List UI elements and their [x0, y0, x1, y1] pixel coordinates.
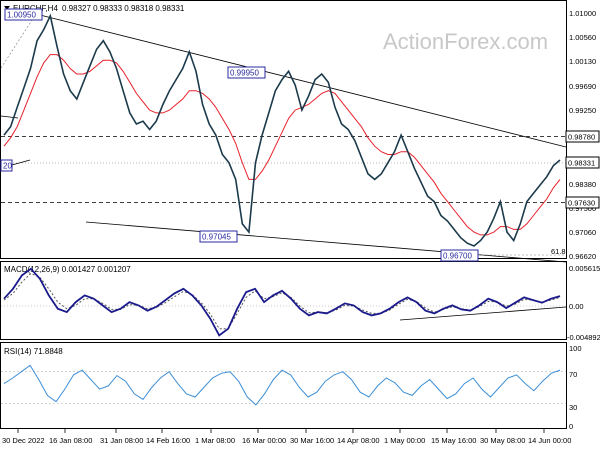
annotation-box: [227, 66, 266, 79]
current-price-label: 0.98331: [568, 159, 595, 168]
rsi-title: RSI(14) 71.8848: [4, 347, 63, 356]
level-box: [565, 196, 600, 209]
annotation-box: [199, 230, 238, 243]
annotation-box: [0, 159, 13, 172]
x-label: 15 May 16:00: [431, 436, 476, 445]
macd-tick: 0.00: [569, 302, 584, 311]
annotation-mid-high: 0.99950: [230, 69, 259, 78]
rsi-panel-frame: [0, 342, 567, 429]
macd-title: MACD(12,26,9) 0.001427 0.001207: [4, 265, 131, 274]
annotation-box: [4, 8, 43, 21]
ohlc-values: 0.98327 0.98333 0.98318 0.98331: [62, 4, 185, 13]
moving-average-line: [3, 54, 561, 236]
left-edge-label: 20: [3, 162, 12, 171]
price-tick: 1.00560: [569, 33, 596, 42]
watermark: ActionForex.com: [383, 29, 548, 54]
level-label-upper: 0.98780: [568, 133, 595, 142]
dropdown-arrow-icon[interactable]: [4, 6, 10, 10]
level-box: [565, 130, 600, 143]
rsi-tick: 30: [569, 403, 577, 412]
macd-line: [3, 267, 561, 337]
x-label: 16 Jan 08:00: [49, 436, 92, 445]
x-label: 30 May 08:00: [480, 436, 525, 445]
price-tick: 0.96620: [569, 252, 596, 261]
x-label: 14 Feb 16:00: [146, 436, 190, 445]
x-label: 30 Mar 16:00: [290, 436, 334, 445]
x-label: 30 Dec 2022: [2, 436, 45, 445]
price-line: [3, 13, 561, 247]
rsi-tick: 100: [569, 344, 582, 353]
x-label: 14 Apr 08:00: [337, 436, 380, 445]
price-tick: 0.98380: [569, 180, 596, 189]
level-label-lower: 0.97630: [568, 199, 595, 208]
price-decor: [0, 13, 567, 263]
macd-tick: 0.005615: [569, 264, 600, 273]
macd-trendline: [399, 306, 567, 321]
rsi-tick: 70: [569, 370, 577, 379]
x-label: 31 Jan 08:00: [100, 436, 143, 445]
fib-label: 61.8: [551, 247, 566, 256]
price-axis-boxes: 0.98780 0.98331 0.97630: [565, 130, 600, 209]
annotation-high: 1.00950: [7, 11, 36, 20]
price-tick: 0.99250: [569, 106, 596, 115]
price-tick: 0.99690: [569, 82, 596, 91]
x-label: 16 Mar 00:00: [242, 436, 286, 445]
upper-trendline: [35, 13, 567, 148]
lower-trendline: [85, 221, 567, 263]
left-trendline-top: [0, 115, 19, 119]
annotation-low: 0.96700: [443, 252, 472, 261]
price-annotations: 1.00950 0.99950 0.97045 0.96700 20 61.8: [0, 8, 566, 262]
left-dotted-line: [0, 13, 37, 69]
price-tick: 1.01000: [569, 9, 596, 18]
annotation-box: [440, 249, 479, 262]
rsi-tick: 0: [569, 422, 573, 431]
current-price-box: [565, 156, 600, 169]
x-label: 1 May 00:00: [384, 436, 425, 445]
x-axis: 30 Dec 2022 16 Jan 08:00 31 Jan 08:00 14…: [2, 429, 571, 445]
macd-tick: -0.004892: [567, 333, 600, 342]
price-tick: 1.00130: [569, 57, 596, 66]
x-label: 1 Mar 08:00: [195, 436, 235, 445]
rsi-line: [3, 364, 561, 406]
x-label: 14 Jun 00:00: [528, 436, 571, 445]
annotation-mid-low: 0.97045: [202, 233, 231, 242]
price-tick: 0.97060: [569, 228, 596, 237]
